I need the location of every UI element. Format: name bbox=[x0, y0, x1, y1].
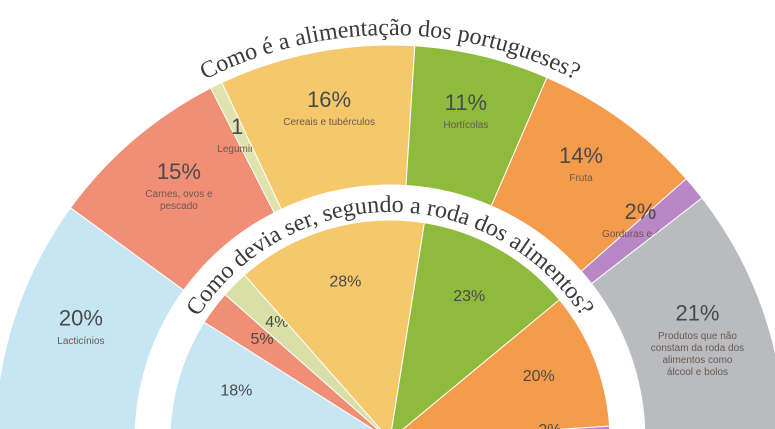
value-label: 23% bbox=[453, 288, 485, 305]
slice bbox=[556, 425, 611, 429]
value-label: 20% bbox=[59, 306, 103, 331]
category-text: Cereais e tubérculos bbox=[283, 116, 375, 128]
category-text: Lacticínios bbox=[57, 335, 105, 347]
category-label: Produtos que não constam da roda dos ali… bbox=[650, 330, 745, 378]
slice bbox=[590, 197, 775, 429]
value-label: 21% bbox=[675, 301, 719, 326]
category-label: Hortícolas bbox=[443, 119, 489, 131]
value-label: 11% bbox=[445, 90, 487, 115]
value-label: 2% bbox=[625, 199, 657, 224]
category-text: Leguminosas bbox=[217, 144, 277, 156]
category-text: Gorduras e óleos bbox=[602, 228, 679, 240]
category-label: Cereais e tubérculos bbox=[283, 116, 375, 128]
value-label: 14% bbox=[559, 143, 603, 168]
value-label: 28% bbox=[329, 273, 361, 290]
category-text: Produtos que não constam da roda dos ali… bbox=[650, 330, 745, 378]
category-label: Carnes, ovos e pescado bbox=[145, 188, 213, 212]
value-label: 2% bbox=[538, 422, 561, 429]
value-label: 20% bbox=[523, 368, 555, 385]
category-label: Leguminosas bbox=[217, 144, 277, 156]
category-text: Fruta bbox=[569, 173, 593, 185]
category-label: Gorduras e óleos bbox=[602, 228, 679, 240]
slice bbox=[391, 222, 561, 429]
value-label: 18% bbox=[220, 382, 252, 399]
slice bbox=[169, 321, 374, 429]
category-text: Carnes, ovos e pescado bbox=[145, 188, 213, 212]
value-label: 5% bbox=[250, 331, 273, 348]
category-label: Fruta bbox=[569, 173, 593, 185]
value-label: 16% bbox=[307, 87, 351, 112]
slice bbox=[402, 299, 611, 429]
value-label: 15% bbox=[157, 159, 201, 184]
category-text: Hortícolas bbox=[443, 119, 489, 131]
category-label: Lacticínios bbox=[57, 335, 105, 347]
slice bbox=[243, 219, 425, 429]
